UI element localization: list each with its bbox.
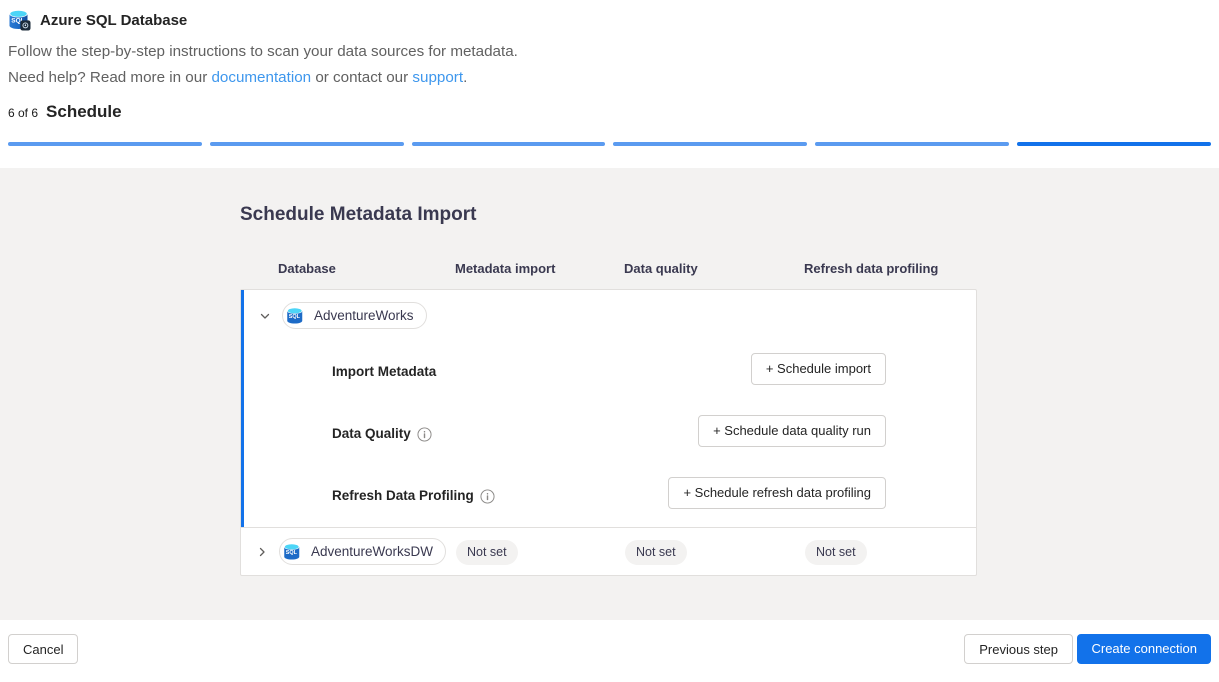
svg-text:SQL: SQL [289, 314, 301, 320]
svg-text:SQL: SQL [286, 550, 298, 556]
